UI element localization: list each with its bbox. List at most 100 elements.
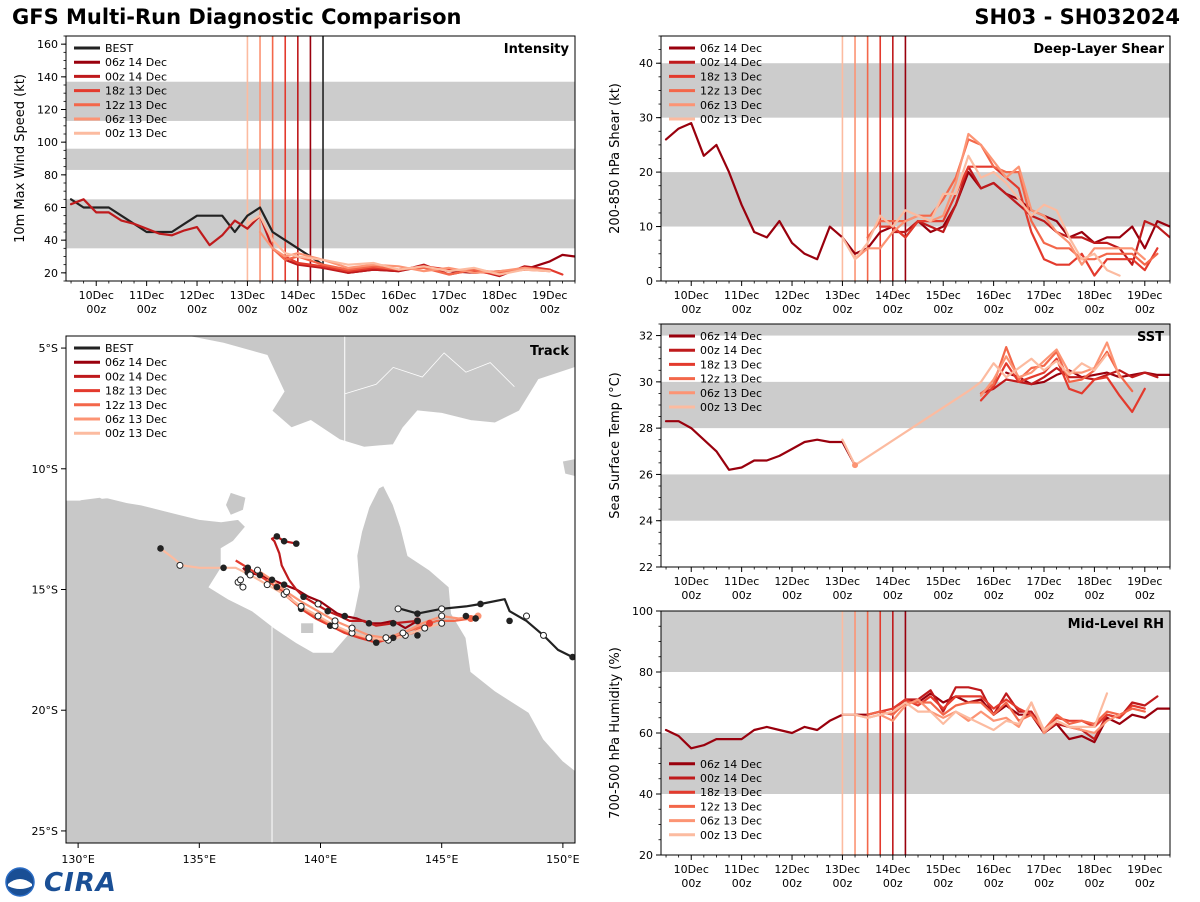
- panel-rh: 2040608010010Dec00z11Dec00z12Dec00z13Dec…: [608, 605, 1171, 890]
- reference-band: [66, 81, 575, 121]
- x-tick-label: 16Dec: [976, 863, 1011, 876]
- reference-band: [661, 474, 1170, 521]
- land-mornington-island: [301, 623, 314, 633]
- lon-tick-label: 145°E: [425, 853, 458, 866]
- y-tick-label: 100: [632, 605, 653, 618]
- x-tick-label: 00z: [288, 303, 308, 316]
- x-tick-label: 00z: [933, 877, 953, 890]
- y-tick-label: 0: [646, 275, 653, 288]
- track-point-filled: [244, 564, 252, 572]
- legend-label: 00z 14 Dec: [700, 344, 762, 357]
- track-point-open: [331, 617, 339, 625]
- x-tick-label: 00z: [984, 877, 1004, 890]
- x-tick-label: 00z: [1034, 589, 1054, 602]
- legend-label: 06z 14 Dec: [700, 42, 762, 55]
- x-tick-label: 16Dec: [381, 289, 416, 302]
- x-tick-label: 13Dec: [825, 289, 860, 302]
- legend-label: 06z 13 Dec: [105, 113, 167, 126]
- x-tick-label: 00z: [238, 303, 258, 316]
- track-point-open: [176, 561, 184, 569]
- panel-title: Track: [530, 344, 569, 359]
- series-line: [979, 366, 1159, 395]
- legend-label: 06z 13 Dec: [700, 815, 762, 828]
- plot-area: [661, 324, 1170, 521]
- track-point-filled: [372, 639, 380, 646]
- y-axis-label: Sea Surface Temp (°C): [608, 372, 623, 519]
- x-tick-label: 11Dec: [724, 863, 759, 876]
- panel-track: 130°E 135°E 140°E 145°E 150°E 5°S 10°S 15°S 20°S…: [32, 335, 580, 866]
- plot-area: [661, 36, 1170, 281]
- x-tick-label: 11Dec: [129, 289, 164, 302]
- track-point-filled: [280, 537, 288, 545]
- x-tick-label: 00z: [732, 589, 752, 602]
- legend-label: 18z 13 Dec: [700, 70, 762, 83]
- track-point-filled: [268, 576, 276, 584]
- lon-tick-label: 135°E: [183, 853, 216, 866]
- y-tick-label: 40: [44, 234, 58, 247]
- x-tick-label: 14Dec: [875, 575, 910, 588]
- track-point-open: [438, 612, 446, 620]
- x-tick-label: 17Dec: [1026, 863, 1061, 876]
- x-tick-label: 12Dec: [774, 575, 809, 588]
- series-line: [879, 165, 1159, 277]
- x-tick-label: 10Dec: [674, 863, 709, 876]
- track-point-open: [253, 566, 261, 574]
- noaa-logo-icon: [5, 867, 35, 897]
- land-australia: [66, 485, 575, 843]
- track-point-open: [263, 581, 271, 589]
- track-point-filled: [300, 593, 307, 601]
- track-point-open: [348, 624, 356, 632]
- land-png-tip: [562, 459, 575, 476]
- lat-tick-label: 15°S: [32, 584, 58, 597]
- panel-shear: 01020304010Dec00z11Dec00z12Dec00z13Dec00…: [608, 35, 1171, 316]
- storm-id-title: SH03 - SH032024: [974, 5, 1180, 29]
- cira-logo-text: CIRA: [44, 868, 117, 898]
- x-tick-label: 17Dec: [431, 289, 466, 302]
- series-line: [841, 154, 1121, 277]
- x-tick-label: 18Dec: [1077, 289, 1112, 302]
- y-tick-label: 100: [37, 136, 58, 149]
- x-tick-label: 00z: [782, 877, 802, 890]
- series-line: [853, 132, 1146, 266]
- x-tick-label: 15Dec: [926, 575, 961, 588]
- province-borders: [344, 352, 515, 395]
- x-tick-label: 19Dec: [532, 289, 567, 302]
- legend-label: 00z 13 Dec: [105, 427, 167, 440]
- reference-band: [661, 324, 1170, 336]
- x-tick-label: 00z: [490, 303, 510, 316]
- map-area: [66, 336, 575, 843]
- track-point-open: [239, 583, 247, 591]
- x-tick-label: 00z: [1135, 303, 1155, 316]
- track-point-open: [237, 576, 245, 584]
- x-tick-label: 00z: [1135, 589, 1155, 602]
- figure-title: GFS Multi-Run Diagnostic Comparison: [12, 5, 462, 29]
- land-new-guinea: [90, 336, 575, 448]
- x-tick-label: 17Dec: [1026, 289, 1061, 302]
- reference-band: [661, 733, 1170, 794]
- track-point-filled: [292, 540, 300, 547]
- y-tick-label: 24: [639, 515, 653, 528]
- x-tick-label: 12Dec: [179, 289, 214, 302]
- track-point-filled: [506, 617, 513, 625]
- y-tick-label: 10: [639, 221, 653, 234]
- legend-label: 06z 13 Dec: [700, 99, 762, 112]
- x-tick-label: 18Dec: [1077, 575, 1112, 588]
- x-tick-label: 15Dec: [331, 289, 366, 302]
- x-tick-label: 14Dec: [280, 289, 315, 302]
- series-line: [664, 420, 857, 471]
- track-point-open: [421, 624, 429, 632]
- panel-intensity: 2040608010012014016010Dec00z11Dec00z12De…: [13, 35, 576, 316]
- track-point-open: [523, 612, 531, 620]
- x-tick-label: 00z: [681, 877, 701, 890]
- legend-label: 00z 14 Dec: [105, 370, 167, 383]
- track-point-open: [297, 602, 305, 610]
- x-tick-label: 00z: [883, 589, 903, 602]
- panel-title: SST: [1137, 330, 1164, 345]
- legend-label: 00z 14 Dec: [700, 772, 762, 785]
- x-tick-label: 11Dec: [724, 575, 759, 588]
- lat-tick-label: 20°S: [32, 704, 58, 717]
- x-tick-label: 00z: [984, 589, 1004, 602]
- x-tick-label: 00z: [732, 877, 752, 890]
- legend-label: 06z 14 Dec: [105, 356, 167, 369]
